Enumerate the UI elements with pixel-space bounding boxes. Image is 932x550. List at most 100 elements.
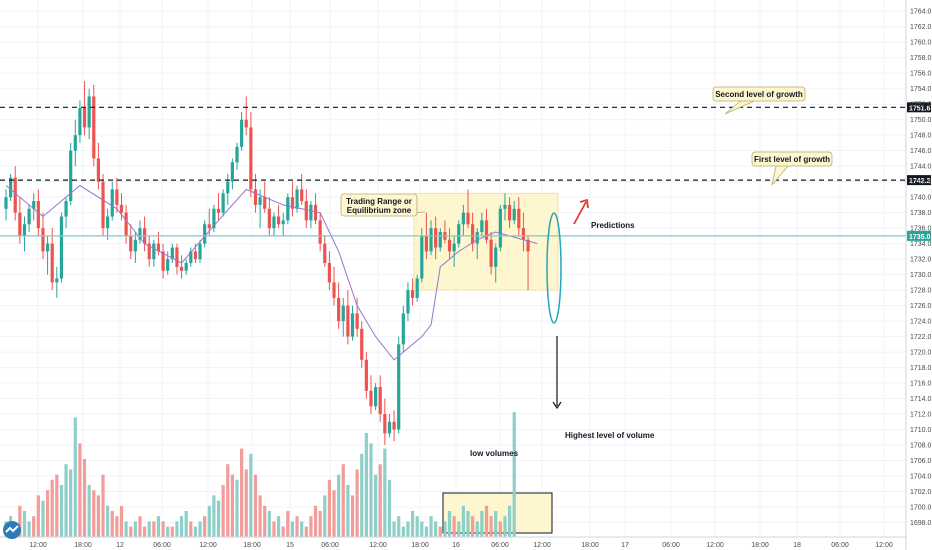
volume-bar bbox=[73, 417, 77, 537]
candle bbox=[300, 173, 304, 205]
price-axis[interactable]: 1766.01764.01762.01760.01758.01756.01754… bbox=[905, 0, 932, 550]
horizontal-levels: 1751.6 1742.2 1735.0 bbox=[0, 102, 931, 241]
candle-body bbox=[152, 243, 156, 260]
volume-bar bbox=[410, 511, 415, 537]
candle bbox=[286, 193, 290, 225]
candle bbox=[92, 84, 96, 167]
volume-bar bbox=[170, 526, 174, 537]
volume-bar bbox=[249, 453, 253, 537]
candle bbox=[244, 96, 248, 136]
moving-average-line bbox=[5, 184, 538, 361]
volume-bar bbox=[434, 521, 438, 537]
volume-bar bbox=[32, 516, 36, 537]
candle-body bbox=[461, 212, 465, 225]
volume-bar bbox=[443, 521, 447, 537]
time-tick-label: 18:00 bbox=[751, 542, 769, 549]
volume-bar bbox=[471, 516, 475, 537]
price-tick-label: 1702.0 bbox=[910, 489, 932, 496]
candle-body bbox=[406, 290, 410, 314]
time-axis[interactable]: 12:00 18:00 12 06:00 12:00 18:00 15 06:00 12:00 1… bbox=[0, 536, 906, 549]
candle bbox=[489, 232, 493, 275]
candle-body bbox=[369, 390, 373, 407]
volume-bar bbox=[387, 479, 392, 537]
candle-body bbox=[170, 247, 174, 260]
candle bbox=[360, 321, 364, 368]
candle-body bbox=[466, 212, 470, 225]
volume-bar bbox=[189, 521, 193, 537]
candle-body bbox=[156, 243, 161, 252]
tradingview-logo-icon[interactable] bbox=[2, 520, 22, 540]
volume-bar bbox=[55, 474, 59, 537]
volume-bar bbox=[101, 474, 105, 537]
volume-bar bbox=[512, 412, 516, 537]
callout-text: Second level of growth bbox=[715, 90, 803, 99]
volume-bar bbox=[193, 526, 198, 537]
volume-bar bbox=[119, 505, 124, 537]
volume-bar bbox=[267, 511, 271, 537]
candle-body bbox=[189, 251, 193, 263]
volume-bar bbox=[332, 490, 336, 537]
candle bbox=[272, 212, 276, 236]
candle-body bbox=[424, 235, 429, 252]
volume-bar bbox=[304, 526, 308, 537]
candle-body bbox=[355, 313, 359, 329]
candle-body bbox=[360, 328, 364, 360]
candle-body bbox=[521, 228, 526, 240]
time-tick-label: 16 bbox=[452, 542, 460, 549]
candle-body bbox=[230, 162, 234, 182]
candle bbox=[420, 228, 424, 283]
volume-bar bbox=[415, 516, 419, 537]
candle bbox=[401, 305, 405, 353]
candle bbox=[350, 305, 355, 341]
candle bbox=[96, 142, 100, 190]
volume-bar bbox=[82, 459, 87, 537]
candle bbox=[447, 228, 452, 260]
candle-body bbox=[276, 216, 281, 225]
price-tick-label: 1742.0 bbox=[910, 179, 932, 186]
volume-bar bbox=[226, 464, 230, 537]
volume-bar bbox=[96, 495, 100, 537]
level-tag bbox=[907, 230, 931, 241]
candle bbox=[22, 216, 27, 252]
candle-body bbox=[512, 208, 516, 221]
price-tick-label: 1748.0 bbox=[910, 133, 932, 140]
volume-bar bbox=[59, 485, 64, 537]
price-tick-label: 1726.0 bbox=[910, 303, 932, 310]
candle-body bbox=[253, 189, 258, 205]
volume-bar bbox=[290, 521, 295, 537]
candle-body bbox=[166, 259, 170, 271]
candle-body bbox=[272, 216, 276, 229]
level-tag bbox=[907, 175, 931, 186]
candle-body bbox=[240, 119, 244, 147]
volume-bar bbox=[507, 505, 512, 537]
volume-bar bbox=[133, 521, 137, 537]
chart-annotations: Second level of growth First level of gro… bbox=[340, 86, 833, 458]
highest-volume-label: Highest level of volume bbox=[565, 431, 655, 440]
candle-body bbox=[92, 96, 96, 159]
candle-body bbox=[87, 96, 91, 128]
volume-bar bbox=[480, 511, 484, 537]
candle bbox=[337, 282, 341, 329]
price-tick-label: 1734.0 bbox=[910, 241, 932, 248]
volume-bar bbox=[230, 474, 234, 537]
candle bbox=[221, 189, 225, 217]
candle-body bbox=[41, 228, 45, 252]
volume-bar bbox=[175, 521, 179, 537]
candle-body bbox=[452, 243, 456, 252]
candle-body bbox=[175, 247, 179, 267]
candle bbox=[429, 220, 433, 256]
volume-bar bbox=[461, 505, 465, 537]
candle bbox=[235, 142, 239, 171]
volume-bar bbox=[457, 521, 461, 537]
candle-body bbox=[397, 344, 401, 430]
volume-bar bbox=[350, 495, 355, 537]
candle-body bbox=[526, 239, 530, 252]
candle-body bbox=[244, 119, 248, 128]
down-arrow-head-icon bbox=[552, 401, 562, 410]
candle-body bbox=[179, 266, 184, 271]
candle bbox=[203, 220, 207, 248]
price-tick-label: 1704.0 bbox=[910, 474, 932, 481]
volume-bar bbox=[207, 505, 211, 537]
candle bbox=[55, 266, 59, 298]
